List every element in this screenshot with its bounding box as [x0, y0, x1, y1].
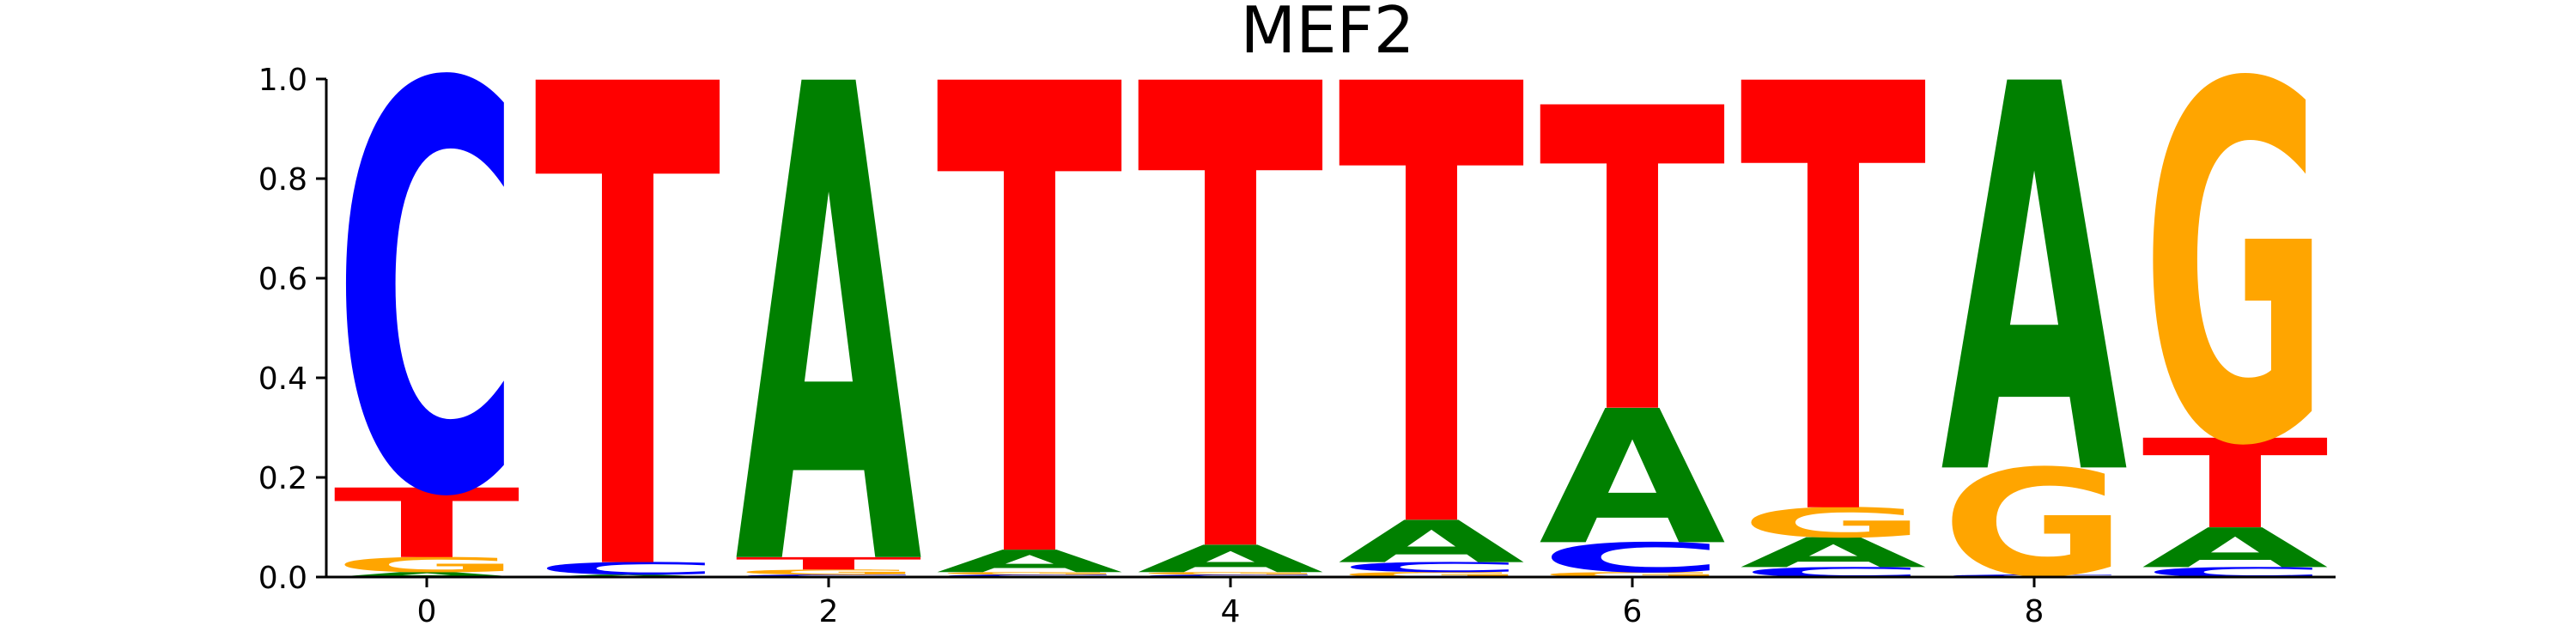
logo-letter-c: C: [333, 0, 520, 620]
x-tick-label: 6: [1623, 594, 1643, 629]
y-tick-label: 0.8: [258, 162, 307, 197]
logo-letter-g: G: [1539, 571, 1726, 579]
logo-letter-g: G: [1137, 571, 1324, 575]
y-tick-label: 0.6: [258, 262, 307, 297]
logo-letter-g: G: [1338, 571, 1525, 579]
logo-letter-t: T: [1137, 0, 1325, 644]
x-tick-label: 8: [2025, 594, 2044, 629]
chart-title: MEF2: [1241, 0, 1415, 68]
x-axis-ticks: 0 2 4 6 8: [417, 577, 2044, 629]
logo-letter-c: C: [1539, 534, 1726, 581]
logo-letter-g: G: [333, 553, 520, 577]
logo-letter-t: T: [1539, 21, 1727, 507]
logo-letter-c: C: [534, 559, 721, 579]
logo-letter-a: A: [1740, 529, 1927, 577]
y-tick-label: 0.0: [258, 561, 307, 596]
logo-letter-g: G: [2142, 0, 2329, 555]
logo-letter-g: G: [1740, 499, 1927, 547]
y-tick-label: 0.2: [258, 461, 307, 496]
logo-letter-g: G: [735, 568, 922, 576]
logo-letter-t: T: [1338, 0, 1526, 644]
logo-letter-a: A: [735, 0, 924, 644]
y-tick-label: 1.0: [258, 63, 307, 98]
logo-letter-t: T: [735, 554, 922, 574]
logo-letter-t: T: [936, 0, 1124, 644]
logo-letter-t: T: [2142, 414, 2329, 556]
axes: [325, 79, 2336, 579]
logo-letter-a: A: [936, 544, 1123, 580]
x-tick-label: 4: [1221, 594, 1241, 629]
y-axis-ticks: 0.0 0.2 0.4 0.6 0.8 1.0: [258, 63, 326, 596]
logo-letter-a: A: [1941, 0, 2129, 593]
x-tick-label: 0: [417, 594, 437, 629]
logo-letter-a: A: [333, 571, 520, 579]
logo-letter-a: A: [1338, 508, 1525, 576]
logo-letter-a: A: [1137, 538, 1324, 581]
y-tick-label: 0.4: [258, 361, 307, 397]
logo-letter-g: G: [936, 571, 1123, 575]
logo-letter-c: C: [1338, 559, 1525, 575]
logo-letter-t: T: [333, 469, 520, 580]
logo-letter-a: A: [2142, 517, 2329, 580]
logo-letter-a: A: [1539, 371, 1726, 586]
logo-letter-t: T: [1740, 0, 1928, 644]
x-tick-label: 2: [819, 594, 839, 629]
logo-letter-t: T: [534, 0, 722, 644]
